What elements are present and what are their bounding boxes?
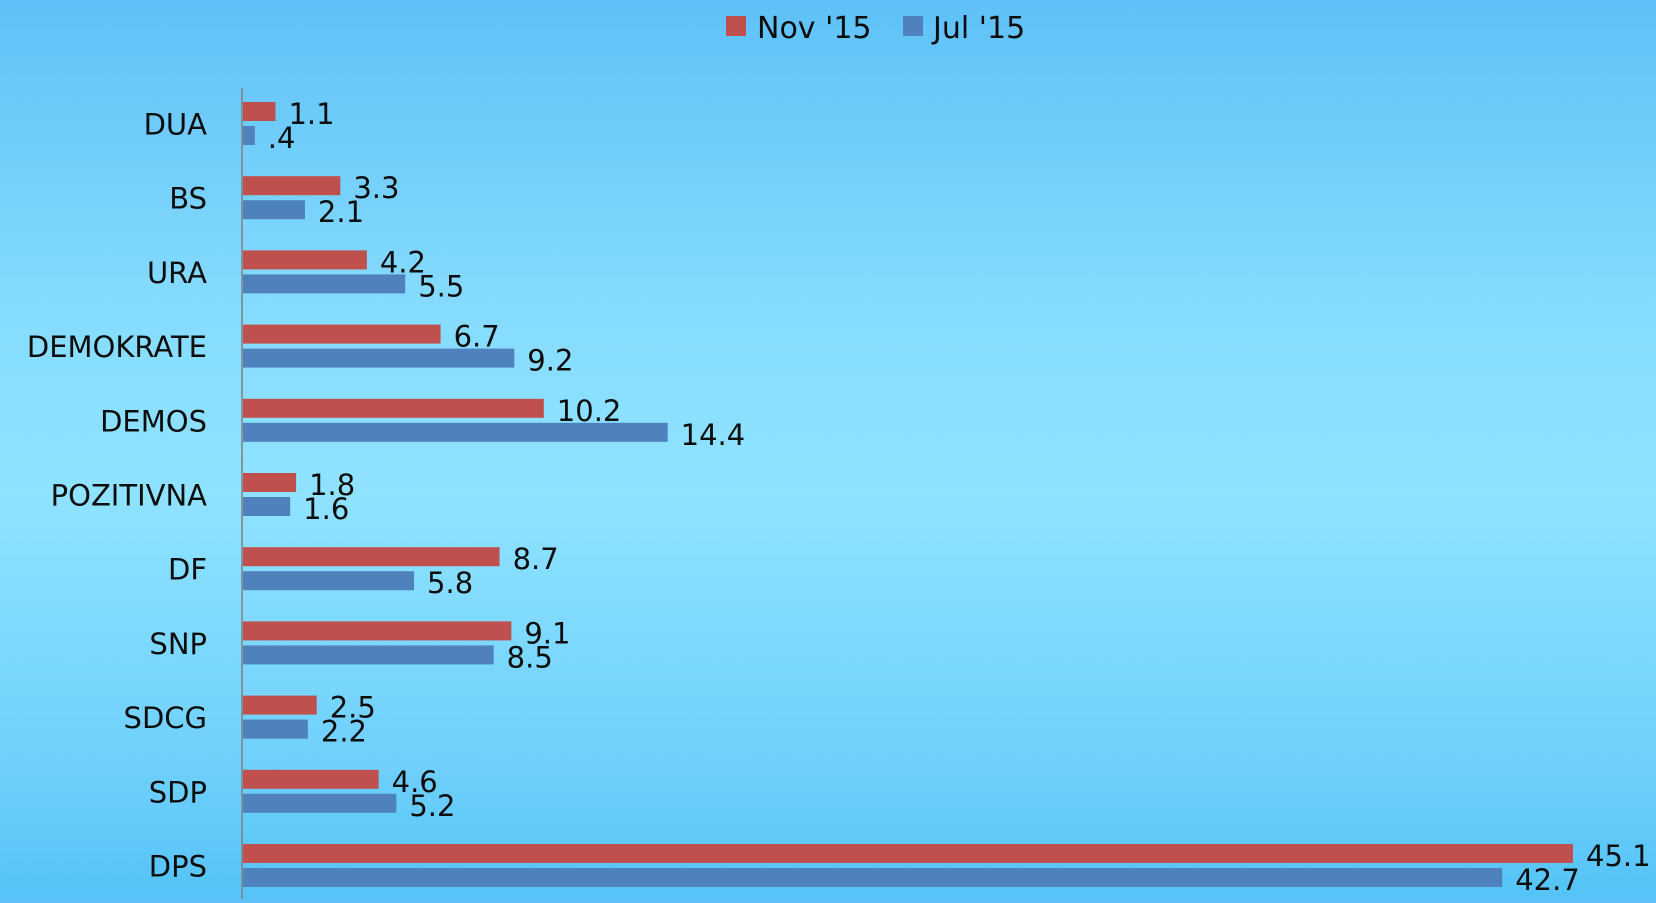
bar-dps-jul-15 bbox=[243, 868, 1503, 887]
category-label-sdcg: SDCG bbox=[124, 701, 207, 735]
bar-bs-nov-15 bbox=[243, 176, 341, 196]
legend-swatch-nov-15 bbox=[726, 16, 746, 36]
value-label-demos-jul-15: 14.4 bbox=[681, 418, 746, 452]
value-label-sdp-jul-15: 5.2 bbox=[409, 789, 455, 823]
value-label-bs-nov-15: 3.3 bbox=[353, 171, 399, 205]
bar-demos-jul-15 bbox=[243, 422, 668, 442]
bar-df-jul-15 bbox=[243, 571, 415, 591]
category-label-df: DF bbox=[168, 553, 207, 587]
value-label-snp-jul-15: 8.5 bbox=[507, 640, 553, 674]
bar-snp-jul-15 bbox=[243, 645, 494, 665]
category-label-dps: DPS bbox=[149, 850, 207, 884]
value-label-df-nov-15: 8.7 bbox=[513, 542, 559, 576]
bar-sdcg-nov-15 bbox=[243, 695, 317, 715]
bar-dua-jul-15 bbox=[243, 126, 255, 145]
value-label-dua-jul-15: .4 bbox=[268, 121, 296, 155]
value-label-bs-jul-15: 2.1 bbox=[318, 195, 364, 229]
category-label-sdp: SDP bbox=[149, 775, 207, 809]
bar-ura-jul-15 bbox=[243, 274, 406, 294]
value-label-snp-nov-15: 9.1 bbox=[524, 616, 570, 650]
bar-sdp-nov-15 bbox=[243, 769, 379, 789]
bar-dua-nov-15 bbox=[243, 102, 276, 121]
category-label-pozitivna: POZITIVNA bbox=[51, 479, 208, 513]
category-label-snp: SNP bbox=[149, 627, 207, 661]
legend: Nov '15 Jul '15 bbox=[726, 11, 1025, 46]
category-label-dua: DUA bbox=[144, 108, 208, 142]
bar-demokrate-nov-15 bbox=[243, 324, 441, 344]
value-label-sdcg-jul-15: 2.2 bbox=[321, 715, 367, 749]
value-label-pozitivna-nov-15: 1.8 bbox=[309, 468, 355, 502]
category-label-bs: BS bbox=[169, 182, 207, 216]
bar-pozitivna-nov-15 bbox=[243, 473, 297, 492]
value-label-demos-nov-15: 10.2 bbox=[557, 394, 622, 428]
bar-df-nov-15 bbox=[243, 547, 500, 567]
value-label-dua-nov-15: 1.1 bbox=[288, 97, 334, 131]
value-label-df-jul-15: 5.8 bbox=[427, 566, 473, 600]
bar-dps-nov-15 bbox=[243, 844, 1573, 863]
value-label-ura-nov-15: 4.2 bbox=[380, 245, 426, 279]
value-label-sdcg-nov-15: 2.5 bbox=[330, 691, 376, 725]
bar-demokrate-jul-15 bbox=[243, 348, 515, 368]
bar-bs-jul-15 bbox=[243, 200, 305, 220]
bar-snp-nov-15 bbox=[243, 621, 512, 641]
bar-ura-nov-15 bbox=[243, 250, 367, 270]
bar-sdcg-jul-15 bbox=[243, 719, 308, 739]
category-label-demokrate: DEMOKRATE bbox=[27, 330, 207, 364]
value-label-sdp-nov-15: 4.6 bbox=[392, 765, 438, 799]
bar-sdp-jul-15 bbox=[243, 793, 397, 813]
legend-swatch-jul-15 bbox=[903, 16, 923, 36]
value-label-pozitivna-jul-15: 1.6 bbox=[303, 492, 349, 526]
category-label-demos: DEMOS bbox=[100, 404, 207, 438]
legend-label-jul-15: Jul '15 bbox=[931, 11, 1025, 46]
category-labels: DUA BS URA DEMOKRATE DEMOS POZITIVNA DF SNP SDCG… bbox=[27, 108, 207, 884]
value-labels: 1.1.4 3.32.1 4.25.5 6.7 9.2 10.2 14.4 1.81.6 8.7… bbox=[268, 97, 1651, 897]
legend-label-nov-15: Nov '15 bbox=[757, 11, 872, 46]
bar-demos-nov-15 bbox=[243, 398, 544, 418]
bars bbox=[243, 102, 1573, 887]
value-label-demokrate-jul-15: 9.2 bbox=[527, 344, 573, 378]
value-label-dps-nov-15: 45.1 bbox=[1586, 839, 1651, 873]
value-label-ura-jul-15: 5.5 bbox=[418, 269, 464, 303]
bar-pozitivna-jul-15 bbox=[243, 497, 291, 516]
value-label-demokrate-nov-15: 6.7 bbox=[454, 320, 500, 354]
value-label-dps-jul-15: 42.7 bbox=[1515, 863, 1580, 897]
category-label-ura: URA bbox=[147, 256, 207, 290]
